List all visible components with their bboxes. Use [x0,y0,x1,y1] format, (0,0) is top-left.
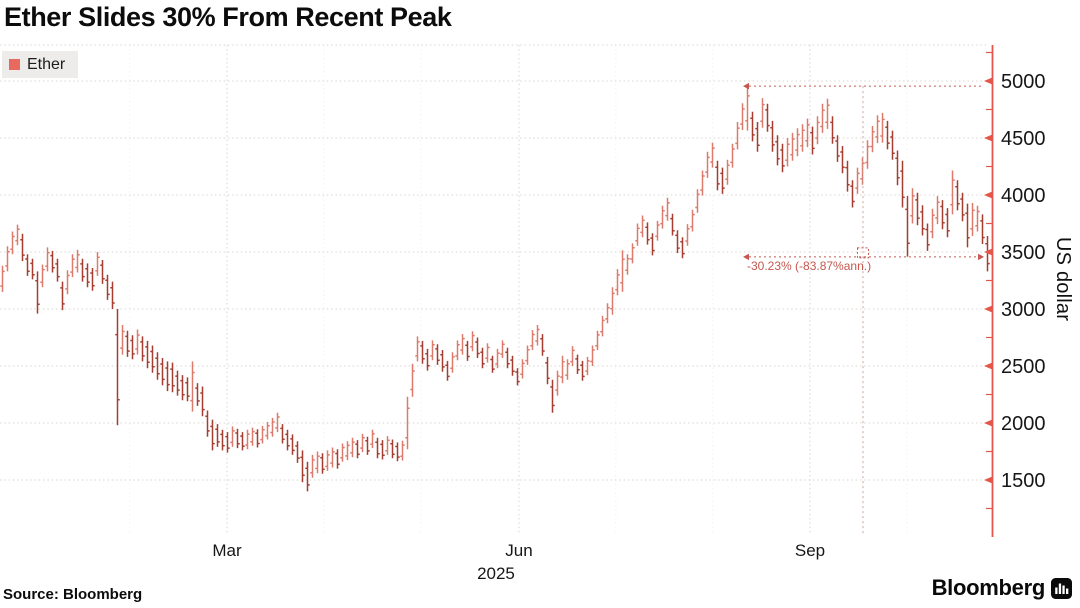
price-bars-down [20,103,990,492]
y-tick-label: 4500 [1001,128,1046,150]
legend-label: Ether [27,55,66,73]
y-tick-label: 2000 [1001,413,1046,435]
drawdown-annotation-text: -30.23% (-83.87%ann.) [747,259,872,273]
y-axis-major-tick [984,476,992,484]
y-tick-label: 5000 [1001,71,1046,93]
y-tick-label: 1500 [1001,470,1046,492]
terminal-bars-icon [1051,577,1072,599]
y-axis-major-tick [984,305,992,313]
x-year-label: 2025 [477,564,515,583]
legend-chip[interactable]: Ether [2,51,79,78]
legend-swatch-icon [9,59,20,70]
chart-title: Ether Slides 30% From Recent Peak [4,2,452,32]
y-tick-label: 4000 [1001,185,1046,207]
y-tick-label: 2500 [1001,356,1046,378]
y-axis-major-tick [984,248,992,256]
bloomberg-wordmark: Bloomberg [931,575,1046,600]
bloomberg-logo: Bloomberg [932,575,1072,601]
x-tick-label: Jun [505,541,532,560]
y-tick-label: 3500 [1001,242,1046,264]
y-axis-major-tick [984,134,992,142]
drawdown-line-left-arrowhead [742,253,749,261]
y-axis-major-tick [984,191,992,199]
peak-line-arrowhead [742,82,749,90]
x-tick-label: Sep [795,541,825,560]
drawdown-line-right-arrowhead [978,253,985,261]
x-tick-label: Mar [212,541,242,560]
price-bars-up [0,86,980,478]
y-axis-major-tick [984,362,992,370]
y-axis-title: US dollar [1052,237,1074,322]
measure-handle [856,247,869,259]
y-axis-major-tick [984,419,992,427]
source-attribution: Source: Bloomberg [3,586,143,603]
y-axis-major-tick [984,77,992,85]
y-tick-label: 3000 [1001,299,1046,321]
